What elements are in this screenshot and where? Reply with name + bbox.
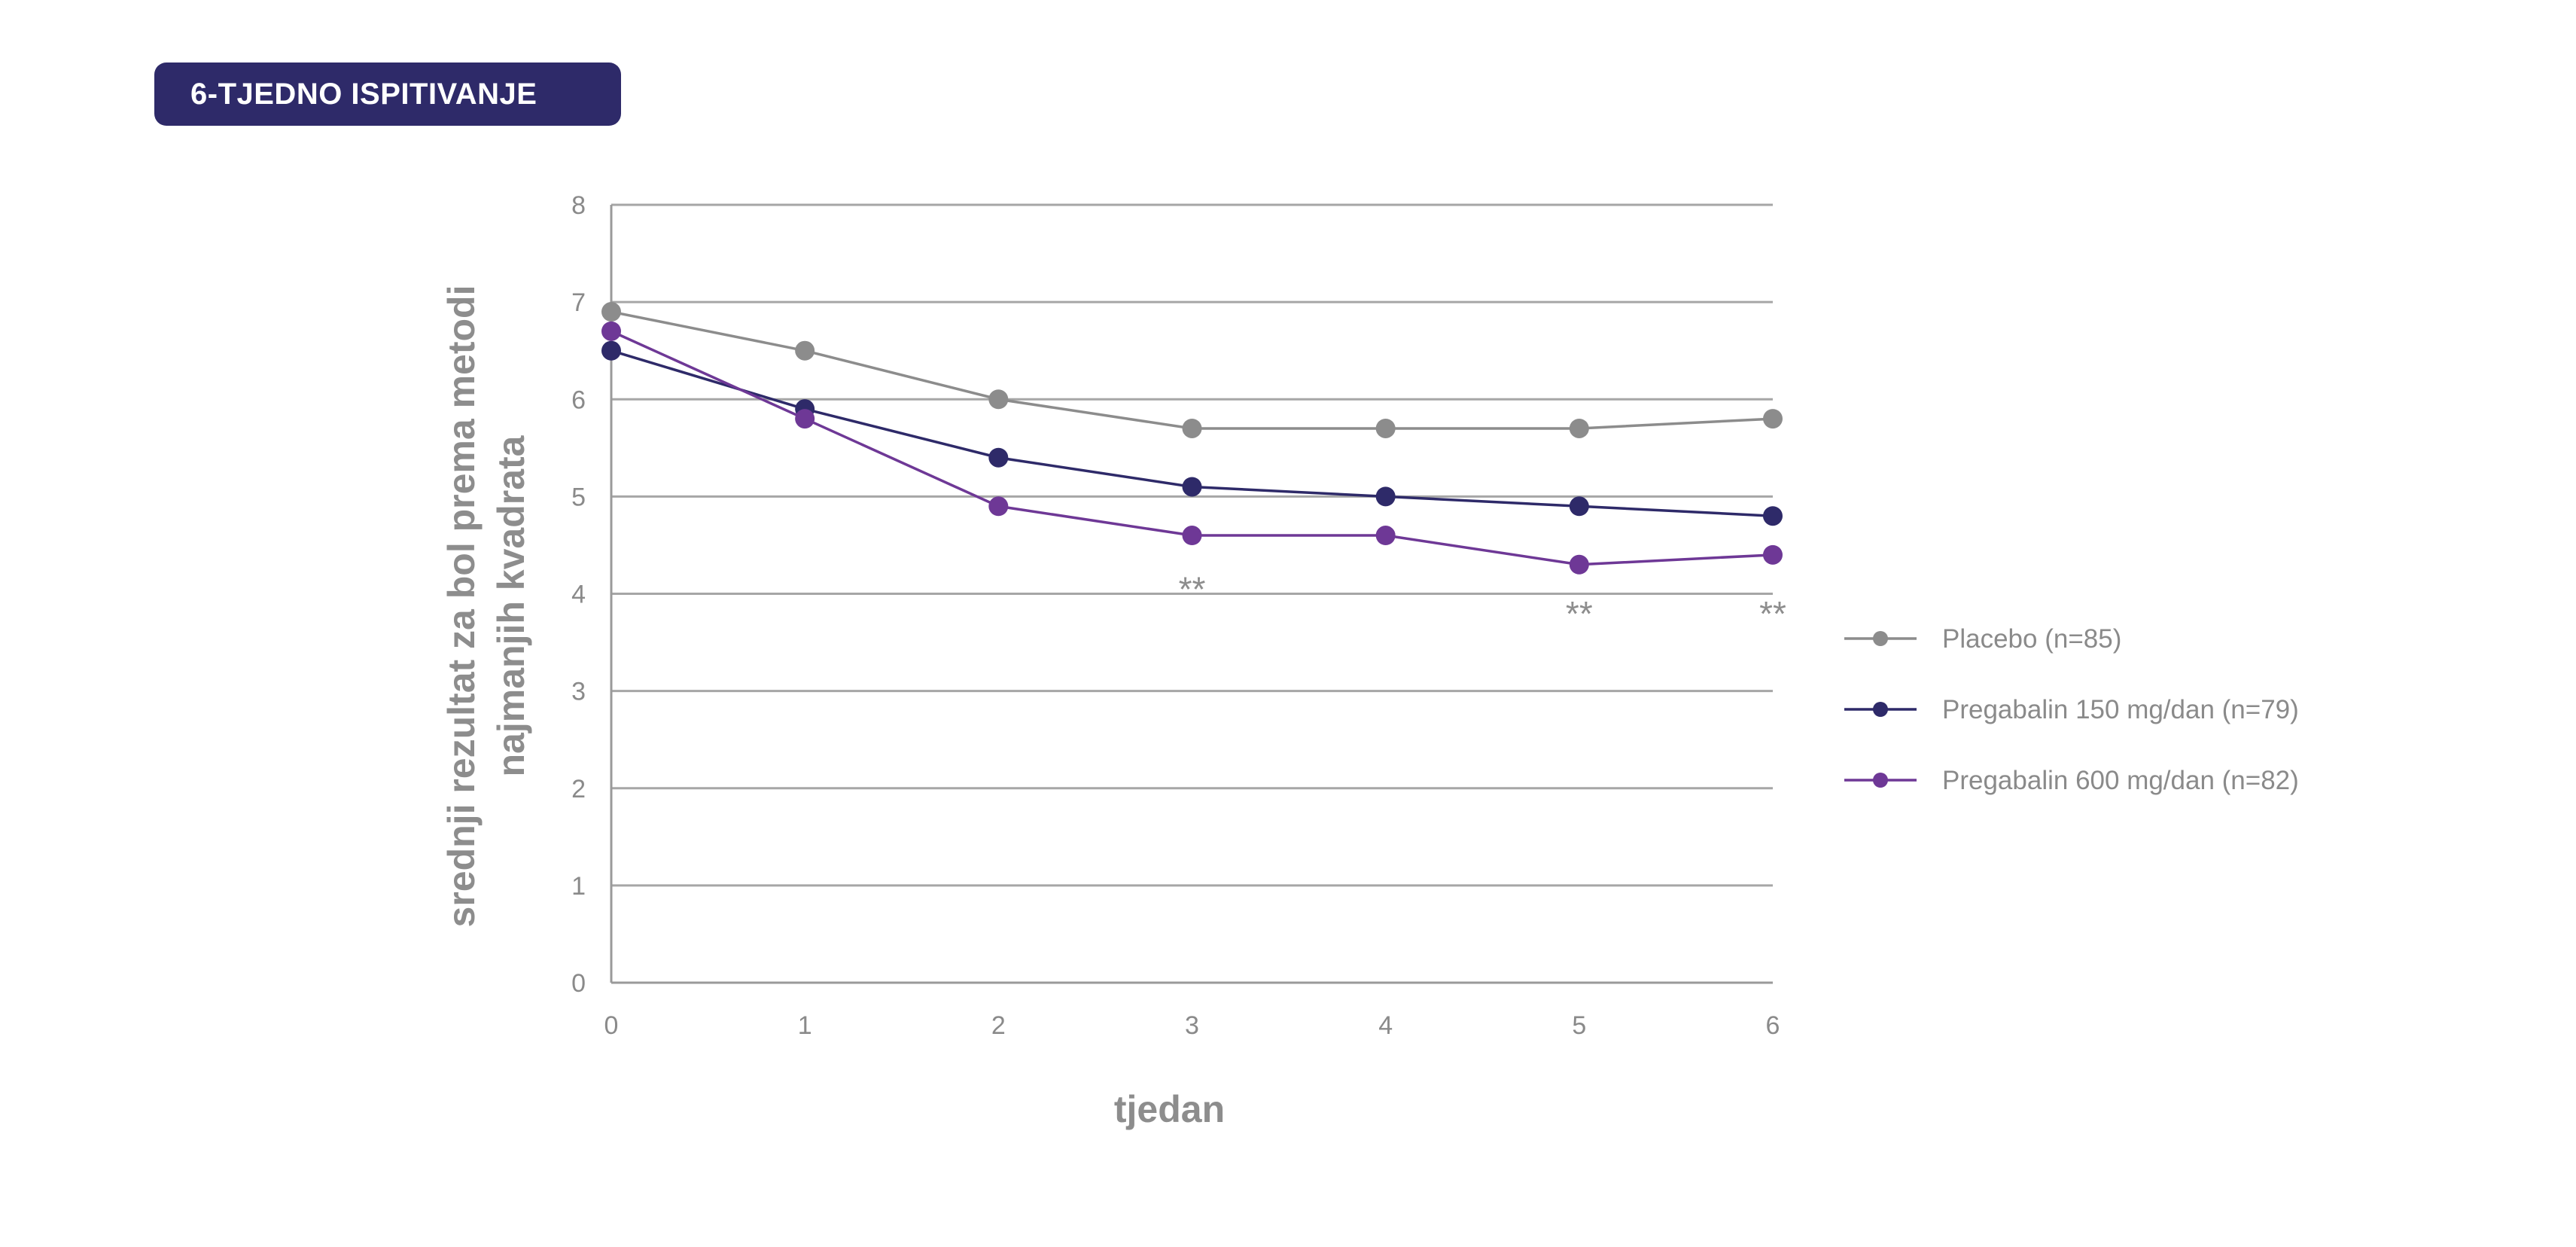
series-2-point-4 <box>1375 486 1396 507</box>
x-tick-label-4: 4 <box>1378 1011 1393 1040</box>
series-3-point-3 <box>1182 526 1202 546</box>
legend-marker-1 <box>1873 631 1888 646</box>
series-3-point-5 <box>1569 554 1589 575</box>
series-1-point-2 <box>988 389 1009 410</box>
data-series <box>601 302 1783 575</box>
axis-titles: tjedan srednji rezultat za bol prema meto… <box>440 285 1225 1130</box>
series-1-point-1 <box>795 340 815 361</box>
y-axis-title-line-2: najmanjih kvadrata <box>490 434 532 776</box>
y-tick-label-0: 0 <box>571 969 586 998</box>
significance-marker-3: ** <box>1759 594 1786 633</box>
significance-marker-2: ** <box>1566 594 1593 633</box>
y-axis-title-line-1: srednji rezultat za bol prema metodi <box>440 285 483 928</box>
x-tick-label-2: 2 <box>991 1011 1006 1040</box>
series-1-point-0 <box>601 302 621 322</box>
series-2-point-2 <box>988 447 1009 468</box>
series-1-point-4 <box>1375 418 1396 438</box>
x-tick-label-3: 3 <box>1185 1011 1199 1040</box>
legend: Placebo (n=85) Pregabalin 150 mg/dan (n=7… <box>1844 624 2299 795</box>
y-tick-label-4: 4 <box>571 581 586 609</box>
y-tick-label-2: 2 <box>571 775 586 803</box>
x-tick-label-0: 0 <box>604 1011 619 1040</box>
series-1-point-3 <box>1182 418 1202 438</box>
significance-annotations: ** ** ** <box>1179 570 1786 633</box>
y-tick-label-7: 7 <box>571 288 586 317</box>
study-badge: 6-TJEDNO ISPITIVANJE <box>154 63 621 126</box>
series-3-point-1 <box>795 409 815 429</box>
series-2-point-6 <box>1763 506 1783 526</box>
series-3-point-4 <box>1375 526 1396 546</box>
study-badge-label: 6-TJEDNO ISPITIVANJE <box>190 77 537 111</box>
legend-label-1: Placebo (n=85) <box>1942 624 2121 654</box>
legend-marker-3 <box>1873 773 1888 788</box>
legend-marker-2 <box>1873 702 1888 717</box>
x-tick-label-5: 5 <box>1572 1011 1586 1040</box>
series-1-point-5 <box>1569 418 1589 438</box>
y-tick-label-3: 3 <box>571 678 586 706</box>
series-3-point-0 <box>601 321 621 341</box>
y-tick-labels: 0 1 2 3 4 5 6 7 8 <box>571 191 586 998</box>
y-tick-label-6: 6 <box>571 386 586 414</box>
series-2-point-5 <box>1569 496 1589 517</box>
legend-label-2: Pregabalin 150 mg/dan (n=79) <box>1942 695 2299 724</box>
x-tick-label-6: 6 <box>1766 1011 1780 1040</box>
y-axis-title: srednji rezultat za bol prema metodi najm… <box>440 285 532 928</box>
significance-marker-1: ** <box>1179 570 1206 609</box>
y-tick-label-8: 8 <box>571 191 586 220</box>
series-1-point-6 <box>1763 409 1783 429</box>
legend-label-3: Pregabalin 600 mg/dan (n=82) <box>1942 766 2299 795</box>
y-tick-label-1: 1 <box>571 872 586 901</box>
series-3-point-6 <box>1763 544 1783 565</box>
x-tick-label-1: 1 <box>798 1011 812 1040</box>
x-tick-labels: 0 1 2 3 4 5 6 <box>604 1011 1780 1040</box>
series-3-point-2 <box>988 496 1009 517</box>
series-2-point-3 <box>1182 477 1202 497</box>
x-axis-title: tjedan <box>1114 1088 1225 1130</box>
y-tick-label-5: 5 <box>571 483 586 511</box>
series-2-point-0 <box>601 340 621 361</box>
